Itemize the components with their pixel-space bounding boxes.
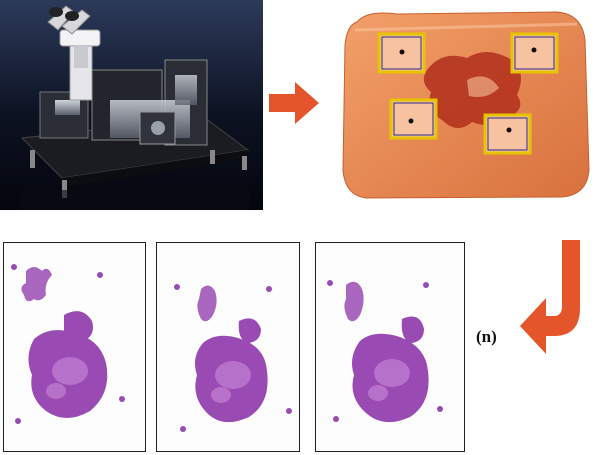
slide-1: [3, 242, 146, 452]
slide-3: [315, 242, 465, 452]
marked-region-frames: [377, 32, 559, 155]
right-arrow-icon: [269, 82, 319, 124]
repeat-count-label: (n): [476, 327, 497, 346]
paraffin-block-icon: [327, 0, 600, 210]
stained-section-icon: [174, 284, 292, 432]
stained-section-icon: [11, 264, 125, 424]
stained-section-icon: [327, 280, 443, 423]
curved-arrow-icon: [520, 240, 580, 354]
microscope-photo: [0, 0, 263, 210]
microscope-icon: [0, 0, 263, 210]
slide-2: [156, 242, 300, 452]
tissue-block-photo: [327, 0, 600, 210]
